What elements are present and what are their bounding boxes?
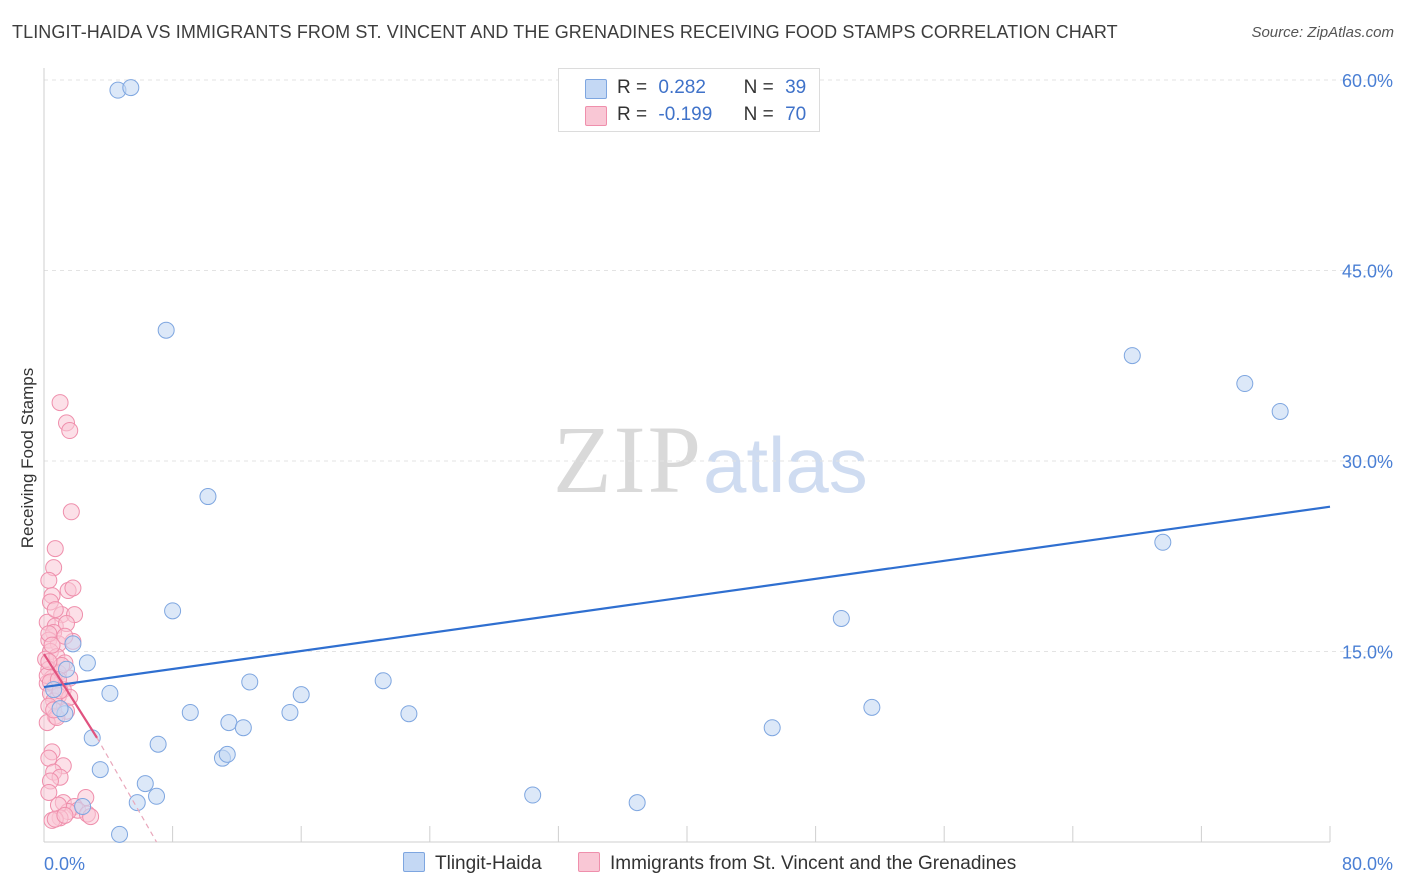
- point-immigrants: [56, 806, 74, 824]
- point-tlingit: [1154, 533, 1172, 551]
- watermark-zip: ZIP: [553, 406, 703, 513]
- y-tick-label: 15.0%: [1342, 643, 1393, 663]
- point-tlingit: [281, 703, 299, 721]
- point-immigrants: [46, 540, 64, 558]
- legend-label-tlingit: Tlingit-Haida: [435, 853, 542, 874]
- series-immigrants-points: [37, 394, 100, 829]
- legend-swatch-tlingit: [403, 852, 425, 872]
- point-tlingit: [1236, 375, 1254, 393]
- x-tick-label: 80.0%: [1342, 854, 1393, 874]
- point-immigrants: [64, 579, 82, 597]
- point-tlingit: [524, 786, 542, 804]
- point-immigrants: [51, 394, 69, 412]
- point-tlingit: [157, 321, 175, 339]
- x-tick-label: 0.0%: [44, 854, 85, 874]
- legend-item-tlingit: Tlingit-Haida: [403, 852, 542, 876]
- point-tlingit: [220, 714, 238, 732]
- stats-r-label: R =: [617, 77, 648, 98]
- point-immigrants: [40, 783, 58, 801]
- point-tlingit: [832, 609, 850, 627]
- point-immigrants: [46, 601, 64, 619]
- stats-n-label: N =: [743, 104, 774, 125]
- legend-swatch-immigrants: [578, 852, 600, 872]
- point-tlingit: [122, 79, 140, 97]
- point-immigrants: [61, 422, 79, 440]
- watermark: ZIPatlas: [553, 404, 868, 515]
- point-tlingit: [136, 775, 154, 793]
- point-tlingit: [1271, 402, 1289, 420]
- stats-r-value: -0.199: [658, 104, 713, 125]
- y-axis-label: Receiving Food Stamps: [18, 367, 37, 549]
- stats-r-value: 0.282: [658, 77, 706, 98]
- point-tlingit: [628, 794, 646, 812]
- point-tlingit: [292, 686, 310, 704]
- point-tlingit: [51, 700, 69, 718]
- point-tlingit: [149, 735, 167, 753]
- point-tlingit: [64, 635, 82, 653]
- stats-swatch-immigrants: [585, 106, 607, 126]
- stats-n-label: N =: [743, 77, 774, 98]
- legend-label-immigrants: Immigrants from St. Vincent and the Gren…: [610, 853, 1017, 874]
- stats-swatch-tlingit: [585, 79, 607, 99]
- trend-lines: [43, 505, 1331, 843]
- point-tlingit: [218, 745, 236, 763]
- stats-n-value: 70: [785, 104, 807, 125]
- point-tlingit: [101, 684, 119, 702]
- y-tick-label: 30.0%: [1342, 452, 1393, 472]
- point-tlingit: [241, 673, 259, 691]
- point-tlingit: [1123, 347, 1141, 365]
- point-tlingit: [74, 797, 92, 815]
- tick-labels: 15.0% 30.0% 45.0% 60.0% 0.0% 80.0%: [44, 71, 1393, 874]
- chart-title: TLINGIT-HAIDA VS IMMIGRANTS FROM ST. VIN…: [12, 22, 1118, 42]
- point-tlingit: [128, 794, 146, 812]
- point-tlingit: [863, 698, 881, 716]
- point-immigrants: [43, 636, 61, 654]
- point-tlingit: [164, 602, 182, 620]
- point-tlingit: [91, 761, 109, 779]
- trend-line-immigrants-extension: [96, 737, 158, 843]
- legend-item-immigrants: Immigrants from St. Vincent and the Gren…: [578, 852, 1016, 876]
- stats-box: R = 0.282 N = 39 R = -0.199 N = 70: [558, 68, 820, 132]
- point-tlingit: [763, 719, 781, 737]
- grid-lines: [44, 79, 1390, 652]
- point-tlingit: [234, 719, 252, 737]
- trend-line-tlingit: [43, 505, 1331, 689]
- series-tlingit-points: [45, 79, 1289, 843]
- point-tlingit: [78, 654, 96, 672]
- y-tick-label: 45.0%: [1342, 262, 1393, 282]
- y-tick-label: 60.0%: [1342, 71, 1393, 91]
- point-tlingit: [148, 787, 166, 805]
- point-immigrants: [62, 503, 80, 521]
- stats-n-value: 39: [785, 77, 807, 98]
- trend-line-immigrants: [43, 653, 98, 739]
- point-tlingit: [111, 825, 129, 843]
- source-credit: Source: ZipAtlas.com: [1251, 24, 1394, 41]
- stats-r-label: R =: [617, 104, 648, 125]
- point-tlingit: [400, 705, 418, 723]
- point-tlingit: [58, 660, 76, 678]
- point-tlingit: [181, 703, 199, 721]
- watermark-atlas: atlas: [703, 421, 868, 509]
- point-immigrants: [40, 571, 58, 589]
- point-tlingit: [199, 488, 217, 506]
- point-tlingit: [374, 672, 392, 690]
